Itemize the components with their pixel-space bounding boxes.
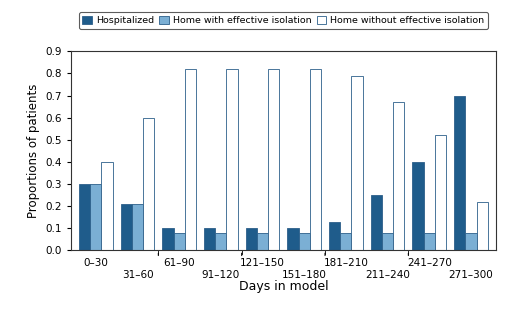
Bar bbox=[204, 228, 215, 250]
Text: 121–150: 121–150 bbox=[239, 258, 284, 268]
Bar bbox=[162, 228, 173, 250]
Bar bbox=[215, 233, 226, 250]
Bar bbox=[268, 69, 279, 250]
Text: 0–30: 0–30 bbox=[83, 258, 108, 268]
Bar bbox=[173, 233, 184, 250]
Bar bbox=[287, 228, 298, 250]
Bar bbox=[257, 233, 268, 250]
Bar bbox=[328, 221, 339, 250]
Legend: Hospitalized, Home with effective isolation, Home without effective isolation: Hospitalized, Home with effective isolat… bbox=[78, 12, 487, 29]
Bar bbox=[476, 202, 487, 250]
Bar bbox=[392, 102, 403, 250]
Bar bbox=[245, 228, 257, 250]
Bar bbox=[453, 96, 464, 250]
Y-axis label: Proportions of patients: Proportions of patients bbox=[27, 84, 40, 218]
Bar bbox=[339, 233, 351, 250]
Bar bbox=[120, 204, 132, 250]
Text: 271–300: 271–300 bbox=[447, 270, 492, 280]
Text: 91–120: 91–120 bbox=[201, 270, 239, 280]
Bar bbox=[370, 195, 381, 250]
Bar bbox=[412, 162, 423, 250]
Text: 241–270: 241–270 bbox=[406, 258, 451, 268]
Bar bbox=[423, 233, 434, 250]
Bar bbox=[90, 184, 102, 250]
Bar bbox=[298, 233, 309, 250]
Text: 181–210: 181–210 bbox=[323, 258, 368, 268]
Text: 61–90: 61–90 bbox=[163, 258, 194, 268]
Bar bbox=[184, 69, 195, 250]
Bar bbox=[381, 233, 392, 250]
Bar bbox=[351, 76, 362, 250]
Bar bbox=[143, 118, 154, 250]
Bar bbox=[464, 233, 476, 250]
Bar bbox=[226, 69, 237, 250]
Bar bbox=[434, 135, 445, 250]
Bar bbox=[309, 69, 321, 250]
X-axis label: Days in model: Days in model bbox=[238, 280, 328, 293]
Text: 31–60: 31–60 bbox=[122, 270, 153, 280]
Bar bbox=[102, 162, 113, 250]
Bar bbox=[79, 184, 90, 250]
Text: 151–180: 151–180 bbox=[281, 270, 326, 280]
Bar bbox=[132, 204, 143, 250]
Text: 211–240: 211–240 bbox=[365, 270, 409, 280]
